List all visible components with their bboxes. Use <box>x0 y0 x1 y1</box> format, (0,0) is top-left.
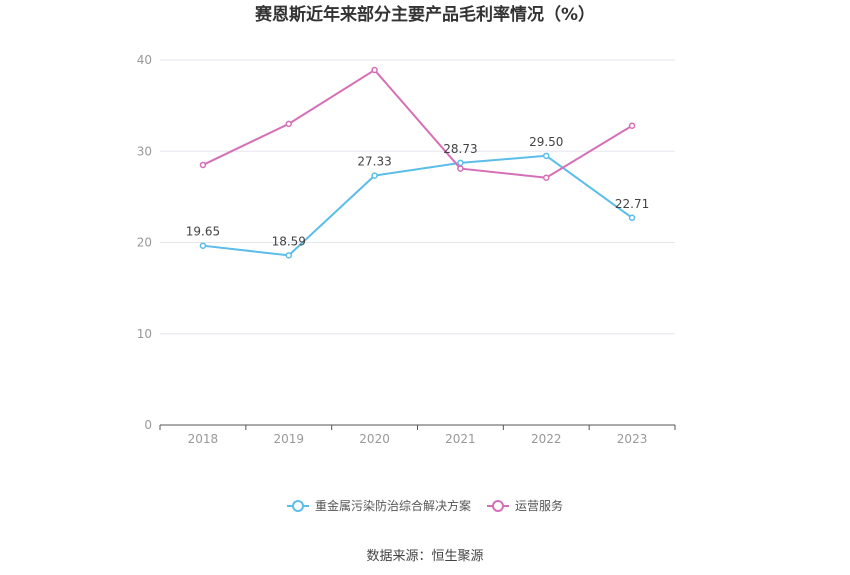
y-tick-label: 30 <box>137 144 152 158</box>
data-point[interactable] <box>199 242 207 249</box>
x-tick-label: 2020 <box>359 432 390 446</box>
data-label: 19.65 <box>186 225 220 239</box>
x-tick-label: 2019 <box>273 432 304 446</box>
chart-title: 赛恩斯近年来部分主要产品毛利率情况（%） <box>254 4 595 25</box>
series-line <box>202 154 633 257</box>
data-point[interactable] <box>371 172 378 179</box>
data-label: 29.50 <box>529 135 563 149</box>
data-labels: 19.65 18.59 27.33 28.73 29.50 22.71 <box>186 135 650 249</box>
data-point[interactable] <box>199 161 207 169</box>
grid <box>160 59 675 335</box>
data-point[interactable] <box>628 214 636 222</box>
series-layer <box>199 66 636 259</box>
legend-label: 重金属污染防治综合解决方案 <box>315 498 471 513</box>
x-tick-label: 2023 <box>617 432 648 446</box>
data-label: 28.73 <box>443 142 477 156</box>
legend-marker <box>492 500 505 512</box>
y-tick-label: 20 <box>137 236 152 250</box>
data-label: 27.33 <box>357 155 391 169</box>
x-axis: 2018 2019 2020 2021 2022 2023 <box>159 424 676 446</box>
x-tick-label: 2022 <box>531 432 562 446</box>
y-tick-label: 40 <box>137 53 152 67</box>
legend-label: 运营服务 <box>515 498 563 513</box>
x-tick-label: 2018 <box>188 432 219 446</box>
y-axis: 0 10 20 30 40 <box>137 53 152 432</box>
data-point[interactable] <box>628 122 636 129</box>
data-label: 18.59 <box>272 234 306 248</box>
data-point[interactable] <box>371 66 378 74</box>
y-tick-label: 0 <box>144 418 152 432</box>
data-point[interactable] <box>457 159 464 167</box>
source-note: 数据来源：恒生聚源 <box>366 549 483 564</box>
data-point[interactable] <box>457 165 464 172</box>
data-point[interactable] <box>543 152 550 160</box>
y-tick-label: 10 <box>137 327 152 341</box>
data-point[interactable] <box>285 120 292 128</box>
data-point[interactable] <box>543 174 550 181</box>
data-label: 22.71 <box>615 197 649 211</box>
legend[interactable]: 重金属污染防治综合解决方案 运营服务 <box>286 498 563 513</box>
x-tick-label: 2021 <box>445 432 476 446</box>
series-line <box>202 68 633 179</box>
legend-item[interactable]: 运营服务 <box>487 498 563 513</box>
legend-marker <box>291 500 304 512</box>
data-point[interactable] <box>285 252 292 259</box>
legend-item[interactable]: 重金属污染防治综合解决方案 <box>286 498 471 513</box>
